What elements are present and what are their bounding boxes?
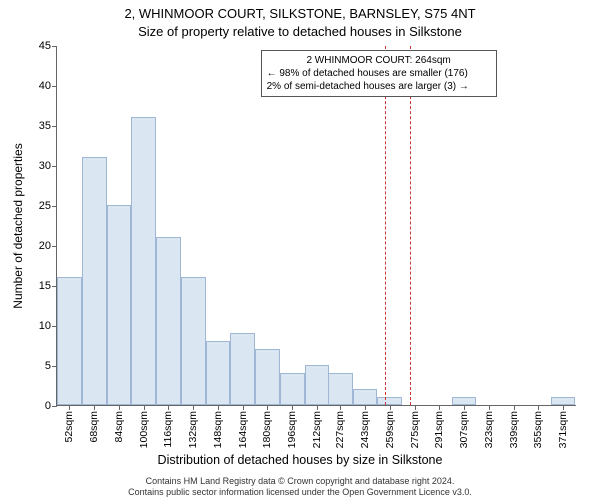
y-tick-label: 35 xyxy=(39,120,51,132)
y-tick-label: 10 xyxy=(39,320,51,332)
footer-attribution: Contains HM Land Registry data © Crown c… xyxy=(0,476,600,498)
y-tick-mark xyxy=(52,46,57,48)
y-tick-mark xyxy=(52,86,57,88)
histogram-bar xyxy=(131,117,156,405)
x-tick-label: 164sqm xyxy=(237,411,249,448)
y-tick-label: 45 xyxy=(39,40,51,52)
reference-line xyxy=(410,46,411,405)
histogram-bar xyxy=(328,373,353,405)
y-tick-mark xyxy=(52,206,57,208)
histogram-bar xyxy=(305,365,330,405)
y-axis-label: Number of detached properties xyxy=(10,46,26,406)
x-tick-mark xyxy=(69,405,71,410)
x-tick-mark xyxy=(193,405,195,410)
x-tick-label: 68sqm xyxy=(88,411,100,443)
x-tick-label: 371sqm xyxy=(557,411,569,448)
histogram-bar xyxy=(82,157,107,405)
x-tick-mark xyxy=(292,405,294,410)
histogram-bar xyxy=(377,397,402,405)
y-tick-mark xyxy=(52,286,57,288)
y-tick-mark xyxy=(52,126,57,128)
x-tick-mark xyxy=(119,405,121,410)
x-tick-mark xyxy=(317,405,319,410)
x-tick-label: 307sqm xyxy=(458,411,470,448)
annotation-line2: ← 98% of detached houses are smaller (17… xyxy=(267,67,491,80)
y-tick-label: 40 xyxy=(39,80,51,92)
x-tick-mark xyxy=(514,405,516,410)
x-tick-mark xyxy=(168,405,170,410)
y-tick-label: 15 xyxy=(39,280,51,292)
histogram-bar xyxy=(230,333,255,405)
annotation-line3: 2% of semi-detached houses are larger (3… xyxy=(267,80,491,93)
x-tick-label: 196sqm xyxy=(286,411,298,448)
x-tick-mark xyxy=(218,405,220,410)
y-tick-mark xyxy=(52,406,57,408)
x-tick-mark xyxy=(267,405,269,410)
x-tick-label: 323sqm xyxy=(483,411,495,448)
x-tick-mark xyxy=(94,405,96,410)
x-tick-mark xyxy=(144,405,146,410)
x-tick-label: 132sqm xyxy=(187,411,199,448)
x-tick-label: 116sqm xyxy=(162,411,174,448)
x-tick-label: 100sqm xyxy=(138,411,150,448)
y-tick-label: 0 xyxy=(45,400,51,412)
histogram-bar xyxy=(452,397,477,405)
x-tick-mark xyxy=(390,405,392,410)
x-tick-mark xyxy=(538,405,540,410)
x-tick-label: 52sqm xyxy=(63,411,75,443)
x-tick-label: 180sqm xyxy=(261,411,273,448)
plot-area: 2 WHINMOOR COURT: 264sqm ← 98% of detach… xyxy=(56,46,576,406)
histogram-bar xyxy=(353,389,378,405)
property-size-histogram: 2, WHINMOOR COURT, SILKSTONE, BARNSLEY, … xyxy=(0,0,600,500)
x-tick-label: 291sqm xyxy=(433,411,445,448)
histogram-bar xyxy=(280,373,305,405)
x-tick-label: 243sqm xyxy=(359,411,371,448)
chart-subtitle: Size of property relative to detached ho… xyxy=(0,24,600,39)
x-tick-mark xyxy=(340,405,342,410)
histogram-bar xyxy=(156,237,181,405)
y-tick-label: 30 xyxy=(39,160,51,172)
x-tick-label: 212sqm xyxy=(311,411,323,448)
footer-line1: Contains HM Land Registry data © Crown c… xyxy=(0,476,600,487)
histogram-bar xyxy=(57,277,82,405)
x-tick-label: 259sqm xyxy=(384,411,396,448)
x-tick-label: 275sqm xyxy=(409,411,421,448)
y-tick-label: 20 xyxy=(39,240,51,252)
histogram-bar xyxy=(255,349,280,405)
annotation-line1: 2 WHINMOOR COURT: 264sqm xyxy=(267,54,491,67)
y-tick-mark xyxy=(52,366,57,368)
histogram-bar xyxy=(206,341,231,405)
x-axis-label: Distribution of detached houses by size … xyxy=(0,453,600,467)
annotation-box: 2 WHINMOOR COURT: 264sqm ← 98% of detach… xyxy=(261,50,497,97)
x-tick-label: 84sqm xyxy=(113,411,125,443)
y-tick-label: 5 xyxy=(45,360,51,372)
chart-title-address: 2, WHINMOOR COURT, SILKSTONE, BARNSLEY, … xyxy=(0,6,600,21)
bars-layer xyxy=(57,46,576,405)
histogram-bar xyxy=(107,205,132,405)
y-tick-mark xyxy=(52,246,57,248)
x-tick-label: 339sqm xyxy=(508,411,520,448)
x-tick-mark xyxy=(464,405,466,410)
y-tick-mark xyxy=(52,326,57,328)
x-tick-mark xyxy=(243,405,245,410)
y-tick-label: 25 xyxy=(39,200,51,212)
x-tick-mark xyxy=(415,405,417,410)
histogram-bar xyxy=(181,277,206,405)
footer-line2: Contains public sector information licen… xyxy=(0,487,600,498)
x-tick-mark xyxy=(489,405,491,410)
x-tick-mark xyxy=(563,405,565,410)
y-tick-mark xyxy=(52,166,57,168)
x-tick-label: 227sqm xyxy=(334,411,346,448)
reference-line xyxy=(385,46,386,405)
x-tick-label: 148sqm xyxy=(212,411,224,448)
x-tick-label: 355sqm xyxy=(532,411,544,448)
x-tick-mark xyxy=(439,405,441,410)
histogram-bar xyxy=(551,397,576,405)
x-tick-mark xyxy=(365,405,367,410)
